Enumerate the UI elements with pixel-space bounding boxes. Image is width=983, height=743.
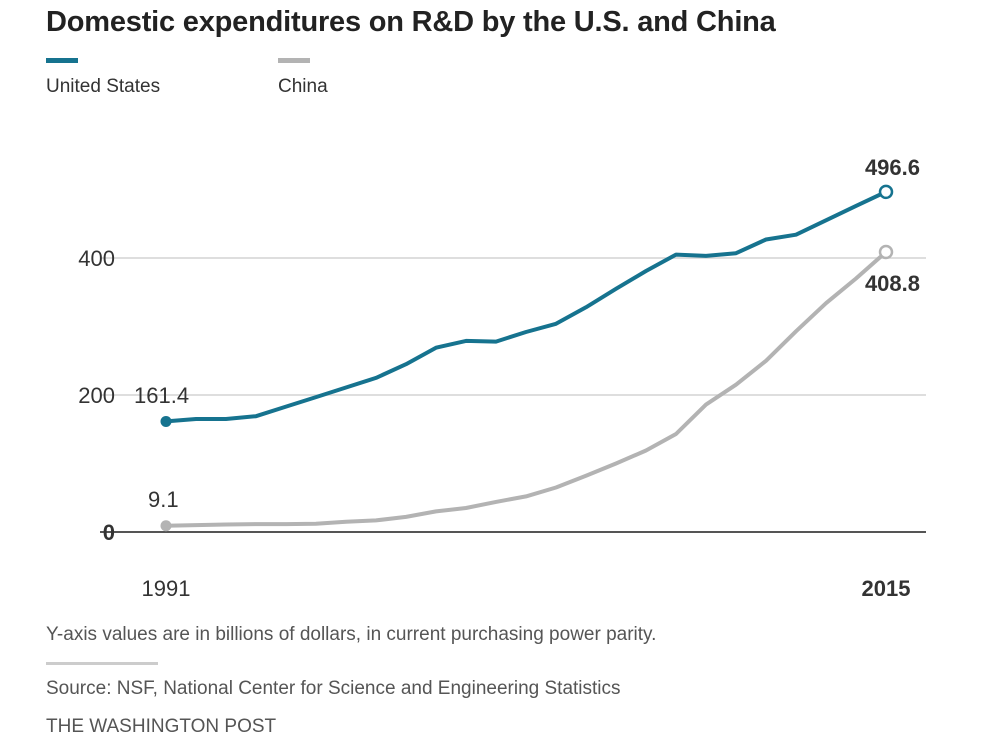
- end-point-united-states: [878, 184, 894, 200]
- x-tick-label-start: 1991: [142, 576, 191, 601]
- legend-item-china: China: [278, 58, 328, 98]
- axis-note: Y-axis values are in billions of dollars…: [46, 624, 657, 645]
- legend-swatch-united-states: [46, 58, 78, 63]
- start-point-china: [160, 520, 172, 532]
- start-label-china: 9.1: [148, 487, 179, 512]
- end-label-united-states: 496.6: [865, 155, 920, 180]
- publisher-brand: THE WASHINGTON POST: [46, 716, 277, 737]
- chart-title: Domestic expenditures on R&D by the U.S.…: [46, 6, 776, 38]
- legend-label-china: China: [278, 76, 328, 97]
- end-point-china: [878, 244, 894, 260]
- source-credit: Source: NSF, National Center for Science…: [46, 678, 621, 699]
- line-chart: 0 200 400 1991 2015 161.4 9.1 496.6 408.8: [78, 155, 926, 601]
- series-line-china: [164, 250, 888, 528]
- y-tick-label-400: 400: [78, 246, 115, 271]
- end-label-china: 408.8: [865, 271, 920, 296]
- start-point-united-states: [160, 415, 172, 427]
- legend-item-united-states: United States: [46, 58, 160, 98]
- series-line-united-states: [164, 189, 888, 424]
- legend-label-united-states: United States: [46, 76, 161, 97]
- y-tick-label-200: 200: [78, 383, 115, 408]
- footer-divider: [46, 662, 158, 665]
- legend-swatch-china: [278, 58, 310, 63]
- x-tick-label-end: 2015: [862, 576, 911, 601]
- y-tick-label-0: 0: [103, 520, 115, 545]
- start-label-united-states: 161.4: [134, 383, 189, 408]
